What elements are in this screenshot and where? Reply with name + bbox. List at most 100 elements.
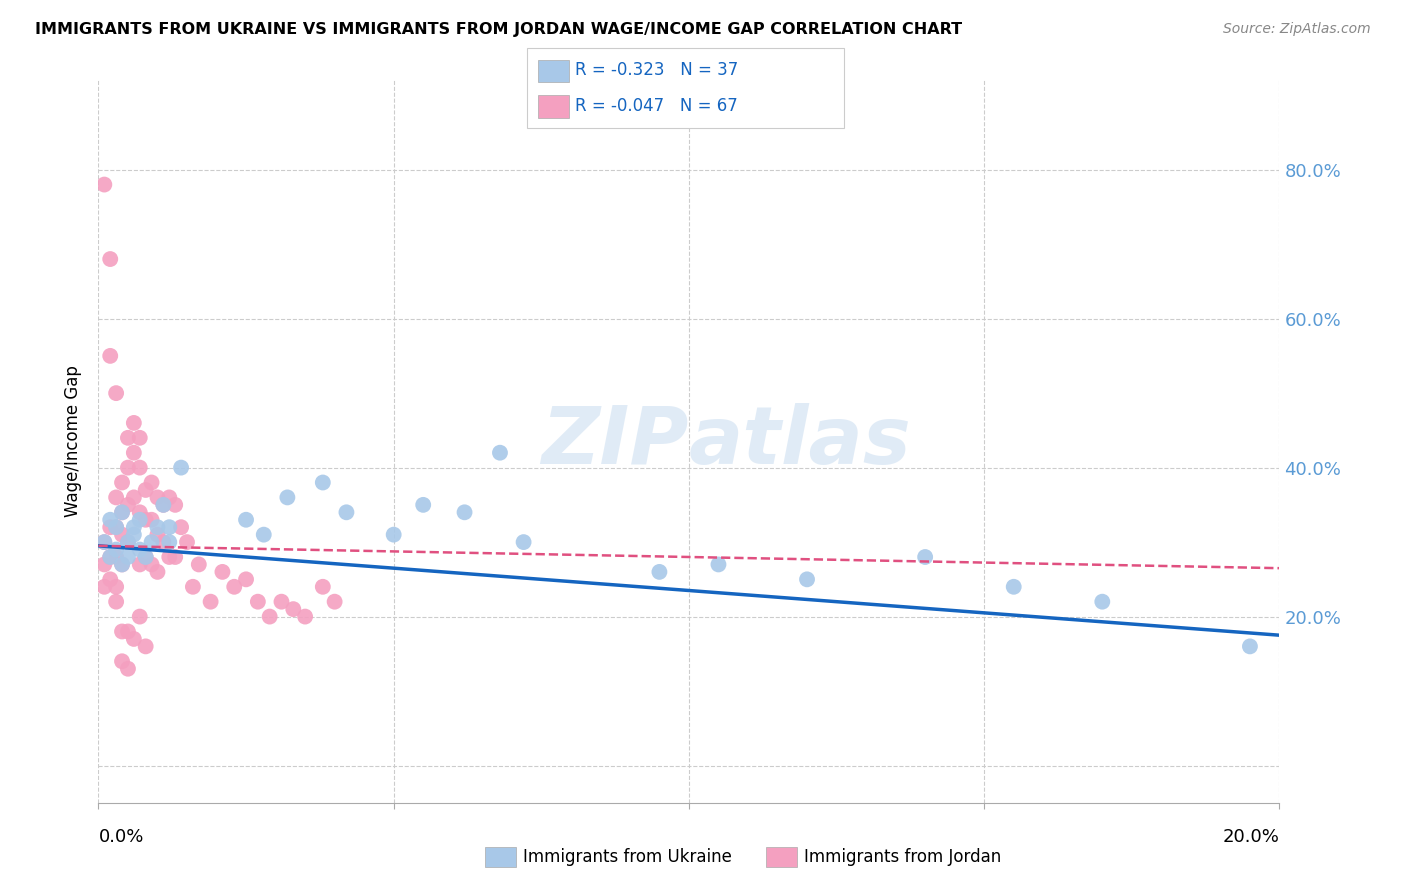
Text: Immigrants from Ukraine: Immigrants from Ukraine bbox=[523, 848, 733, 866]
Point bbox=[135, 483, 157, 497]
Point bbox=[157, 491, 180, 505]
Point bbox=[135, 513, 157, 527]
Point bbox=[294, 609, 316, 624]
Point bbox=[382, 527, 405, 541]
Point bbox=[128, 505, 150, 519]
Point bbox=[98, 549, 121, 564]
Text: IMMIGRANTS FROM UKRAINE VS IMMIGRANTS FROM JORDAN WAGE/INCOME GAP CORRELATION CH: IMMIGRANTS FROM UKRAINE VS IMMIGRANTS FR… bbox=[35, 22, 962, 37]
Text: Source: ZipAtlas.com: Source: ZipAtlas.com bbox=[1223, 22, 1371, 37]
Point bbox=[323, 595, 346, 609]
Point bbox=[146, 520, 169, 534]
Point bbox=[152, 535, 174, 549]
Point bbox=[105, 580, 128, 594]
Point bbox=[93, 178, 115, 192]
Point bbox=[146, 565, 169, 579]
Point bbox=[93, 535, 115, 549]
Point bbox=[489, 446, 512, 460]
Point bbox=[165, 549, 187, 564]
Point bbox=[141, 535, 163, 549]
Point bbox=[157, 520, 180, 534]
Point bbox=[152, 498, 174, 512]
Point bbox=[122, 446, 145, 460]
Text: R = -0.047   N = 67: R = -0.047 N = 67 bbox=[575, 97, 738, 115]
Point bbox=[98, 513, 121, 527]
Point bbox=[122, 491, 145, 505]
Point bbox=[93, 558, 115, 572]
Point bbox=[117, 662, 139, 676]
Point bbox=[111, 475, 134, 490]
Point bbox=[128, 542, 150, 557]
Point bbox=[141, 558, 163, 572]
Point bbox=[152, 498, 174, 512]
Point bbox=[412, 498, 434, 512]
Point bbox=[165, 498, 187, 512]
Point bbox=[111, 654, 134, 668]
Text: atlas: atlas bbox=[689, 402, 911, 481]
Point bbox=[117, 535, 139, 549]
Point bbox=[111, 505, 134, 519]
Point bbox=[648, 565, 671, 579]
Text: R = -0.323   N = 37: R = -0.323 N = 37 bbox=[575, 62, 738, 79]
Point bbox=[117, 549, 139, 564]
Point bbox=[312, 475, 335, 490]
Point bbox=[170, 460, 193, 475]
Point bbox=[122, 520, 145, 534]
Point bbox=[135, 640, 157, 654]
Point bbox=[246, 595, 269, 609]
Point bbox=[512, 535, 534, 549]
Point bbox=[98, 349, 121, 363]
Point bbox=[146, 527, 169, 541]
Point bbox=[122, 416, 145, 430]
Point bbox=[122, 527, 145, 541]
Point bbox=[105, 520, 128, 534]
Point bbox=[253, 527, 276, 541]
Point bbox=[453, 505, 475, 519]
Point bbox=[796, 572, 818, 586]
Point bbox=[111, 505, 134, 519]
Point bbox=[128, 609, 150, 624]
Point bbox=[141, 475, 163, 490]
Point bbox=[117, 431, 139, 445]
Point bbox=[98, 252, 121, 266]
Point bbox=[335, 505, 357, 519]
Point bbox=[111, 527, 134, 541]
Point bbox=[128, 558, 150, 572]
Point bbox=[128, 513, 150, 527]
Point bbox=[128, 460, 150, 475]
Point bbox=[135, 549, 157, 564]
Point bbox=[93, 535, 115, 549]
Point bbox=[157, 535, 180, 549]
Point bbox=[93, 580, 115, 594]
Point bbox=[312, 580, 335, 594]
Point bbox=[117, 535, 139, 549]
Point bbox=[1091, 595, 1114, 609]
Point bbox=[259, 609, 281, 624]
Point bbox=[111, 558, 134, 572]
Point bbox=[117, 498, 139, 512]
Text: 0.0%: 0.0% bbox=[98, 828, 143, 846]
Point bbox=[111, 558, 134, 572]
Point bbox=[1239, 640, 1261, 654]
Point bbox=[187, 558, 209, 572]
Point bbox=[105, 520, 128, 534]
Point bbox=[235, 513, 257, 527]
Point bbox=[105, 595, 128, 609]
Y-axis label: Wage/Income Gap: Wage/Income Gap bbox=[65, 366, 83, 517]
Point bbox=[270, 595, 292, 609]
Point bbox=[707, 558, 730, 572]
Point bbox=[181, 580, 204, 594]
Point bbox=[283, 602, 305, 616]
Point bbox=[235, 572, 257, 586]
Point bbox=[1002, 580, 1025, 594]
Point bbox=[141, 513, 163, 527]
Point bbox=[176, 535, 198, 549]
Point bbox=[276, 491, 298, 505]
Text: 20.0%: 20.0% bbox=[1223, 828, 1279, 846]
Point bbox=[157, 549, 180, 564]
Point bbox=[105, 491, 128, 505]
Point bbox=[98, 549, 121, 564]
Point bbox=[105, 542, 128, 557]
Point bbox=[117, 460, 139, 475]
Text: Immigrants from Jordan: Immigrants from Jordan bbox=[804, 848, 1001, 866]
Point bbox=[200, 595, 222, 609]
